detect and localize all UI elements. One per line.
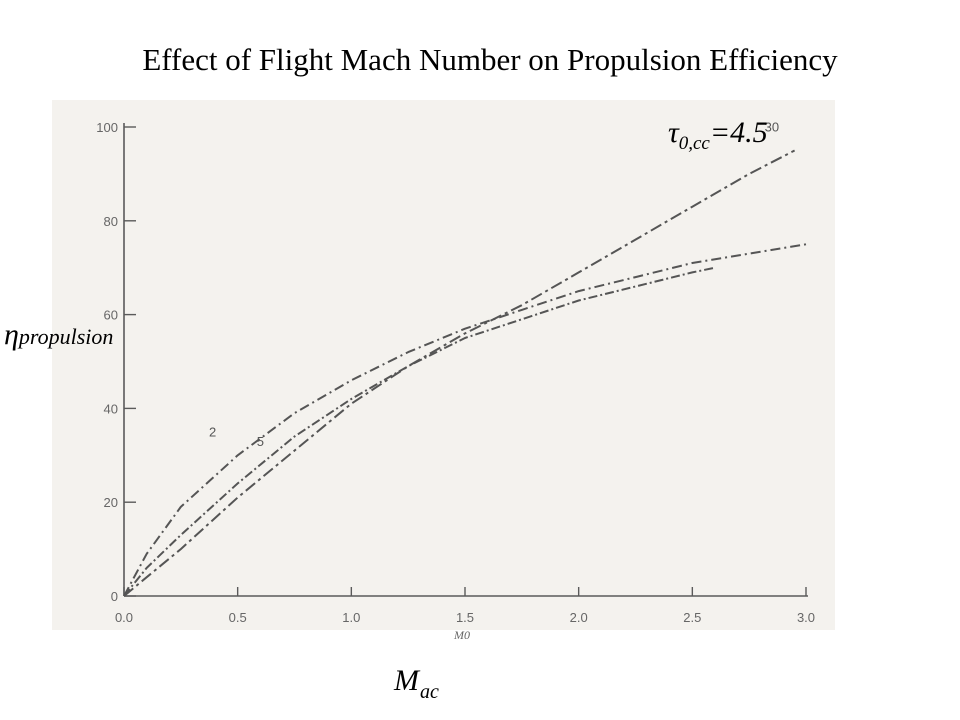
tau-value: =4.5 <box>709 116 768 149</box>
series-labels: 2 5 30 <box>209 120 779 449</box>
x-axis-symbol: M <box>394 664 419 697</box>
y-axis-label: ηpropulsion <box>4 318 113 352</box>
series-label-30: 30 <box>765 120 779 135</box>
series-line-2 <box>123 243 807 597</box>
series-lines <box>123 149 807 597</box>
y-ticks: 0 20 40 60 80 100 <box>96 120 136 604</box>
y-tick-label: 100 <box>96 120 118 135</box>
y-tick-label: 20 <box>104 495 118 510</box>
y-tick-label: 80 <box>104 214 118 229</box>
x-axis-subscript: ac <box>420 681 439 703</box>
x-tick-label: 3.0 <box>797 610 815 625</box>
scanned-figure-background <box>52 100 835 630</box>
x-tick-label: 0.0 <box>115 610 133 625</box>
series-label-2: 2 <box>209 425 216 440</box>
scan-x-axis-label: M0 <box>454 628 470 642</box>
chart-title: Effect of Flight Mach Number on Propulsi… <box>142 42 838 77</box>
x-tick-label: 1.5 <box>456 610 474 625</box>
chart-axes <box>123 123 808 597</box>
series-line-30 <box>123 149 796 597</box>
tau-symbol: τ <box>668 116 679 149</box>
y-axis-subscript: propulsion <box>18 324 114 349</box>
y-tick-label: 0 <box>111 589 118 604</box>
y-tick-label: 60 <box>104 308 118 323</box>
tau-annotation: τ0,cc=4.5 <box>668 116 768 154</box>
x-tick-label: 2.0 <box>570 610 588 625</box>
x-tick-label: 2.5 <box>683 610 701 625</box>
series-label-5: 5 <box>257 434 264 449</box>
y-tick-label: 40 <box>104 401 118 416</box>
y-axis-symbol: η <box>4 318 19 351</box>
tau-subscript: 0,cc <box>678 133 710 154</box>
x-tick-label: 0.5 <box>229 610 247 625</box>
x-axis-label: Mac <box>394 664 439 703</box>
x-tick-label: 1.0 <box>342 610 360 625</box>
x-ticks: 0.0 0.5 1.0 1.5 2.0 2.5 3.0 <box>115 587 815 625</box>
